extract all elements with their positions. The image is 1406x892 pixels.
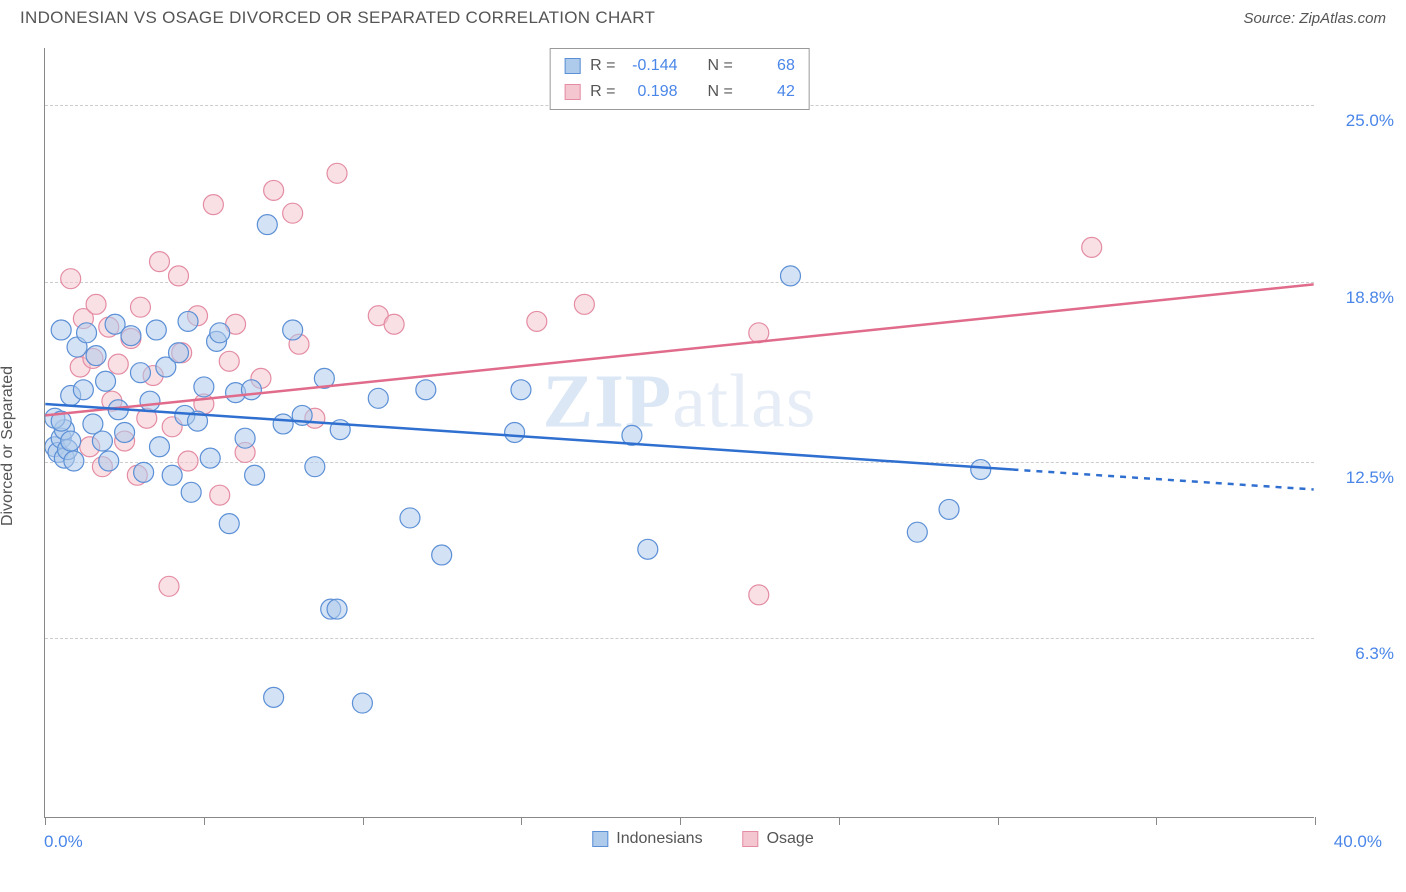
data-point-series1 [61, 431, 81, 451]
data-point-series1 [352, 693, 372, 713]
scatter-chart: ZIPatlas R = -0.144 N = 68 R = 0.198 N =… [44, 48, 1314, 818]
data-point-series2 [283, 203, 303, 223]
correlation-stats-box: R = -0.144 N = 68 R = 0.198 N = 42 [549, 48, 810, 110]
data-point-series2 [1082, 237, 1102, 257]
y-axis-label: Divorced or Separated [0, 366, 17, 526]
data-point-series1 [416, 380, 436, 400]
data-point-series1 [134, 462, 154, 482]
data-point-series1 [305, 457, 325, 477]
data-point-series1 [162, 465, 182, 485]
data-point-series1 [86, 346, 106, 366]
data-point-series1 [264, 687, 284, 707]
x-tick [1156, 817, 1157, 825]
swatch-series1 [592, 831, 608, 847]
source-attribution: Source: ZipAtlas.com [1243, 10, 1386, 27]
y-tick-label: 6.3% [1324, 644, 1394, 664]
data-point-series1 [257, 215, 277, 235]
data-point-series1 [235, 428, 255, 448]
data-point-series1 [178, 311, 198, 331]
data-point-series2 [527, 311, 547, 331]
data-point-series1 [92, 431, 112, 451]
data-point-series1 [219, 514, 239, 534]
data-point-series2 [264, 180, 284, 200]
data-point-series1 [368, 388, 388, 408]
data-point-series1 [241, 380, 261, 400]
x-tick [839, 817, 840, 825]
data-point-series1 [140, 391, 160, 411]
data-point-series1 [149, 437, 169, 457]
data-point-series2 [749, 585, 769, 605]
data-point-series1 [511, 380, 531, 400]
x-tick [204, 817, 205, 825]
data-point-series1 [115, 423, 135, 443]
x-tick [45, 817, 46, 825]
data-point-series2 [169, 266, 189, 286]
data-point-series1 [780, 266, 800, 286]
data-point-series2 [149, 252, 169, 272]
data-point-series1 [121, 326, 141, 346]
data-point-series1 [181, 482, 201, 502]
data-point-series1 [51, 320, 71, 340]
data-point-series2 [384, 314, 404, 334]
trendline-series2 [45, 284, 1313, 415]
legend-label: Osage [767, 830, 814, 848]
swatch-series2 [564, 84, 580, 100]
data-point-series1 [327, 599, 347, 619]
data-point-series2 [61, 269, 81, 289]
x-axis-max-label: 40.0% [1334, 832, 1382, 852]
data-point-series1 [273, 414, 293, 434]
data-point-series1 [64, 451, 84, 471]
data-point-series1 [169, 343, 189, 363]
legend-item-series2: Osage [743, 830, 814, 848]
data-point-series1 [194, 377, 214, 397]
data-point-series1 [432, 545, 452, 565]
swatch-series2 [743, 831, 759, 847]
data-point-series2 [159, 576, 179, 596]
data-point-series1 [77, 323, 97, 343]
data-point-series2 [108, 354, 128, 374]
x-tick [521, 817, 522, 825]
data-point-series1 [96, 371, 116, 391]
plot-svg [45, 48, 1314, 817]
data-point-series2 [130, 297, 150, 317]
data-point-series1 [146, 320, 166, 340]
stat-row-series2: R = 0.198 N = 42 [564, 79, 795, 105]
trendline-series1-extrapolated [1012, 470, 1313, 490]
bottom-legend: Indonesians Osage [592, 830, 813, 848]
chart-title: INDONESIAN VS OSAGE DIVORCED OR SEPARATE… [20, 8, 655, 28]
data-point-series1 [907, 522, 927, 542]
data-point-series1 [245, 465, 265, 485]
swatch-series1 [564, 58, 580, 74]
legend-label: Indonesians [616, 830, 702, 848]
data-point-series2 [86, 294, 106, 314]
data-point-series2 [327, 163, 347, 183]
data-point-series1 [638, 539, 658, 559]
x-tick [998, 817, 999, 825]
data-point-series1 [400, 508, 420, 528]
data-point-series1 [210, 323, 230, 343]
data-point-series1 [99, 451, 119, 471]
data-point-series2 [219, 351, 239, 371]
data-point-series1 [283, 320, 303, 340]
y-tick-label: 12.5% [1324, 468, 1394, 488]
data-point-series2 [203, 195, 223, 215]
y-tick-label: 18.8% [1324, 288, 1394, 308]
data-point-series1 [73, 380, 93, 400]
legend-item-series1: Indonesians [592, 830, 702, 848]
data-point-series1 [200, 448, 220, 468]
x-tick [363, 817, 364, 825]
data-point-series1 [505, 423, 525, 443]
x-tick [680, 817, 681, 825]
x-tick [1315, 817, 1316, 825]
data-point-series1 [971, 460, 991, 480]
data-point-series2 [574, 294, 594, 314]
y-tick-label: 25.0% [1324, 111, 1394, 131]
x-axis-min-label: 0.0% [44, 832, 83, 852]
stat-row-series1: R = -0.144 N = 68 [564, 53, 795, 79]
data-point-series1 [939, 499, 959, 519]
data-point-series1 [130, 363, 150, 383]
data-point-series2 [210, 485, 230, 505]
data-point-series2 [178, 451, 198, 471]
